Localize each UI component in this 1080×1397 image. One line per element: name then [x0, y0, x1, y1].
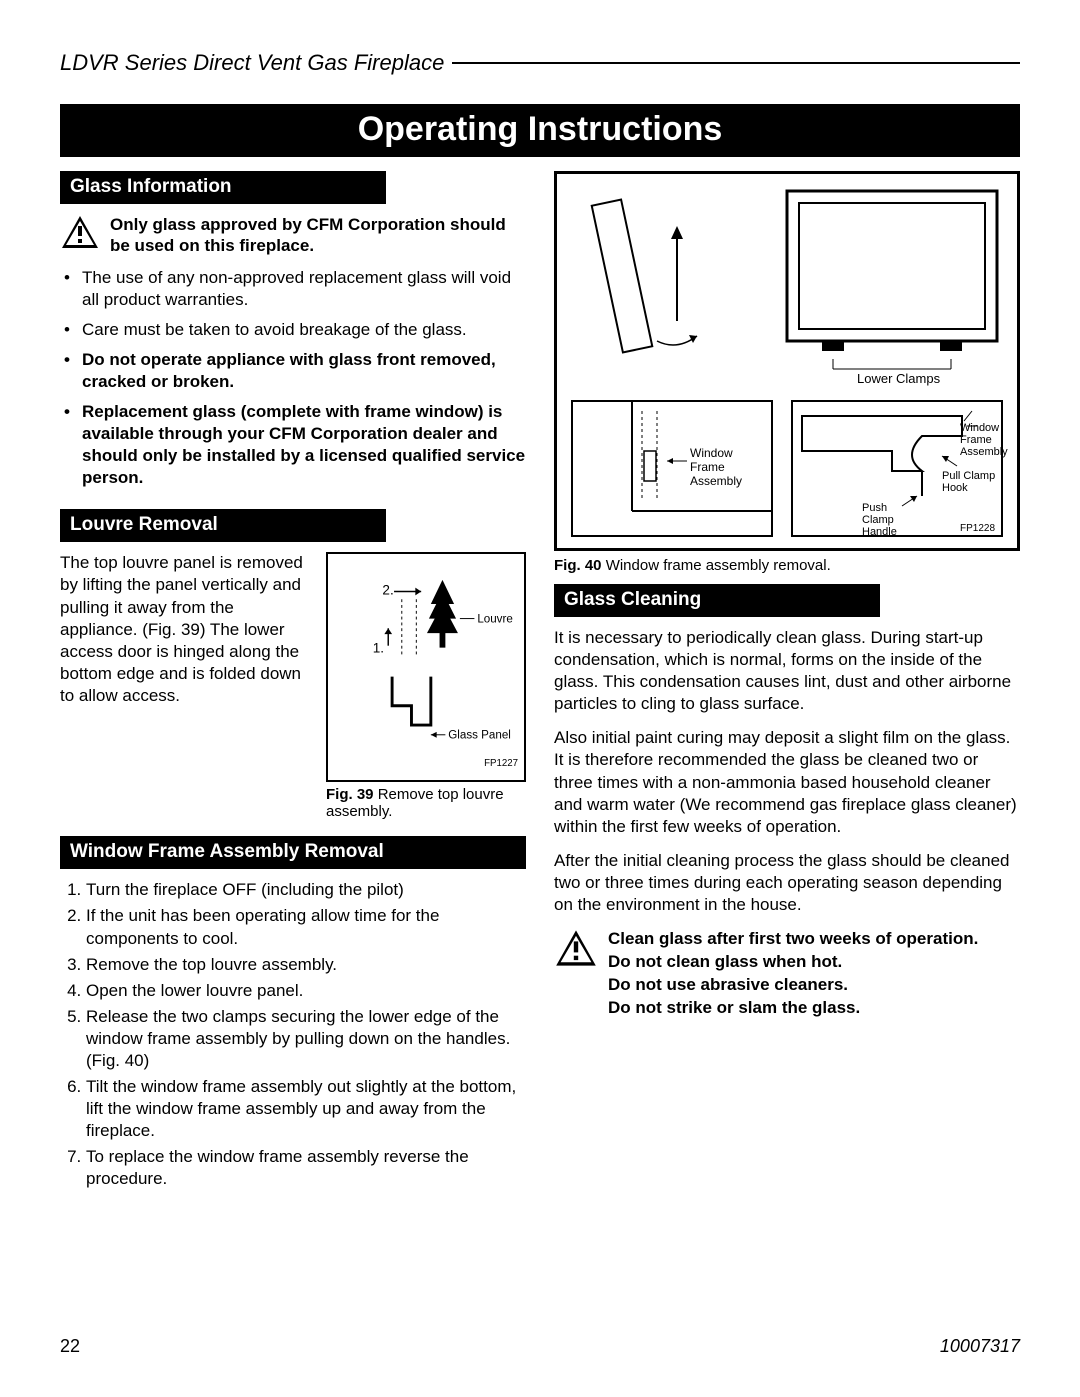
step-item: Open the lower louvre panel.: [86, 980, 526, 1002]
right-column: Lower Clamps: [554, 171, 1020, 1195]
svg-text:Lower Clamps: Lower Clamps: [857, 371, 941, 386]
svg-text:FP1228: FP1228: [960, 523, 995, 534]
step-item: Tilt the window frame assembly out sligh…: [86, 1076, 526, 1142]
bullet-item: Replacement glass (complete with frame w…: [60, 401, 526, 489]
fig39-container: 2. 1. Louvre: [326, 552, 526, 820]
cleaning-heading: Glass Cleaning: [554, 584, 880, 617]
svg-text:Assembly: Assembly: [690, 474, 742, 488]
fig39-louvre-label: Louvre: [477, 613, 513, 626]
warning-icon: [60, 214, 100, 250]
step-item: If the unit has been operating allow tim…: [86, 905, 526, 949]
glass-info-heading: Glass Information: [60, 171, 386, 204]
step-item: To replace the window frame assembly rev…: [86, 1146, 526, 1190]
fig39-caption: Fig. 39 Remove top louvre assembly.: [326, 786, 526, 820]
left-column: Glass Information Only glass approved by…: [60, 171, 526, 1195]
bullet-item: Care must be taken to avoid breakage of …: [60, 319, 526, 341]
svg-text:Pull Clamp: Pull Clamp: [942, 470, 995, 482]
glass-info-warning: Only glass approved by CFM Corporation s…: [60, 214, 526, 257]
step-item: Turn the fireplace OFF (including the pi…: [86, 879, 526, 901]
fig39-n2: 2.: [382, 583, 393, 598]
page-title: Operating Instructions: [60, 104, 1020, 157]
fig40-box: Lower Clamps: [554, 171, 1020, 551]
bullet-item: The use of any non-approved replacement …: [60, 267, 526, 311]
cleaning-warning: Clean glass after first two weeks of ope…: [554, 928, 1020, 1020]
window-steps: Turn the fireplace OFF (including the pi…: [60, 879, 526, 1190]
louvre-heading: Louvre Removal: [60, 509, 386, 542]
svg-text:Assembly: Assembly: [960, 446, 1008, 458]
page-footer: 22 10007317: [60, 1336, 1020, 1357]
cleaning-p3: After the initial cleaning process the g…: [554, 850, 1020, 916]
svg-text:Frame: Frame: [960, 434, 992, 446]
fig39-diagram: 2. 1. Louvre: [334, 560, 518, 774]
fig40-caption: Fig. 40 Window frame assembly removal.: [554, 557, 1020, 574]
glass-info-warning-text: Only glass approved by CFM Corporation s…: [110, 214, 526, 257]
glass-info-bullets: The use of any non-approved replacement …: [60, 267, 526, 490]
window-heading: Window Frame Assembly Removal: [60, 836, 526, 869]
fig39-box: 2. 1. Louvre: [326, 552, 526, 782]
svg-text:Window: Window: [960, 422, 999, 434]
warning-icon: [554, 928, 598, 968]
doc-number: 10007317: [940, 1336, 1020, 1357]
bullet-item: Do not operate appliance with glass fron…: [60, 349, 526, 393]
product-title: LDVR Series Direct Vent Gas Fireplace: [60, 50, 444, 76]
content-columns: Glass Information Only glass approved by…: [60, 171, 1020, 1195]
svg-text:Window: Window: [690, 446, 733, 460]
cleaning-warning-list: Clean glass after first two weeks of ope…: [608, 928, 978, 1020]
svg-text:Frame: Frame: [690, 460, 725, 474]
svg-text:Push: Push: [862, 502, 887, 514]
svg-text:Clamp: Clamp: [862, 514, 894, 526]
page-number: 22: [60, 1336, 80, 1357]
fig39-glass-label: Glass Panel: [448, 729, 511, 742]
product-header: LDVR Series Direct Vent Gas Fireplace: [60, 50, 1020, 76]
svg-text:Hook: Hook: [942, 482, 968, 494]
fig39-code: FP1227: [484, 758, 518, 769]
cleaning-p2: Also initial paint curing may deposit a …: [554, 727, 1020, 837]
louvre-section: The top louvre panel is removed by lifti…: [60, 552, 526, 820]
svg-text:Handle: Handle: [862, 526, 897, 538]
cleaning-p1: It is necessary to periodically clean gl…: [554, 627, 1020, 715]
fig39-n1: 1.: [373, 641, 384, 656]
step-item: Remove the top louvre assembly.: [86, 954, 526, 976]
step-item: Release the two clamps securing the lowe…: [86, 1006, 526, 1072]
header-rule: [452, 62, 1020, 64]
louvre-text: The top louvre panel is removed by lifti…: [60, 552, 312, 820]
fig40-diagram: Lower Clamps: [557, 174, 1017, 548]
